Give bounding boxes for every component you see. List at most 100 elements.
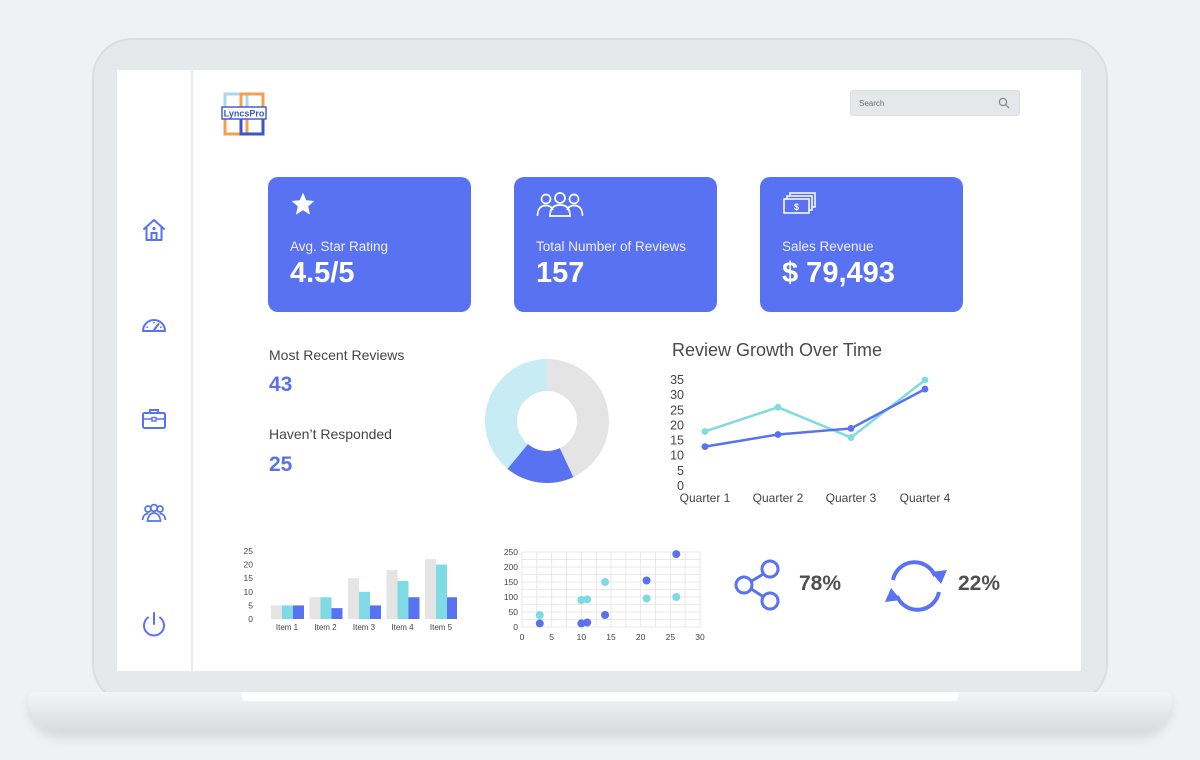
laptop-notch bbox=[242, 692, 958, 701]
bar-y-tick: 10 bbox=[244, 587, 254, 597]
money-icon: $ bbox=[783, 192, 816, 214]
bar-x-tick: Item 3 bbox=[353, 623, 376, 632]
logo-text: LyncsPro bbox=[224, 109, 265, 119]
search-icon[interactable] bbox=[998, 97, 1010, 109]
bar bbox=[320, 597, 332, 619]
card-total-reviews[interactable]: Total Number of Reviews 157 bbox=[514, 177, 717, 312]
scatter-y-tick: 250 bbox=[504, 547, 518, 557]
scatter-point bbox=[583, 595, 592, 604]
most-recent-reviews-label: Most Recent Reviews bbox=[269, 347, 405, 363]
bar bbox=[293, 605, 304, 619]
line-point bbox=[701, 428, 709, 435]
line-y-tick: 5 bbox=[677, 464, 684, 478]
bar bbox=[348, 578, 359, 619]
bar-x-tick: Item 1 bbox=[276, 623, 299, 632]
scatter-y-tick: 100 bbox=[504, 592, 518, 602]
line-y-tick: 10 bbox=[670, 449, 684, 463]
line-chart-title: Review Growth Over Time bbox=[672, 340, 883, 360]
donut-slice-3 bbox=[485, 359, 547, 469]
bar bbox=[370, 605, 381, 619]
card-star-rating[interactable]: Avg. Star Rating 4.5/5 bbox=[268, 177, 471, 312]
line-series-1 bbox=[704, 379, 926, 439]
bar-y-tick: 0 bbox=[248, 614, 253, 624]
bar-x-tick: Item 5 bbox=[430, 623, 453, 632]
bar-y-tick: 25 bbox=[244, 546, 254, 556]
scatter-y-tick: 50 bbox=[509, 607, 519, 617]
card-label: Sales Revenue bbox=[782, 239, 874, 254]
bar-y-tick: 20 bbox=[244, 560, 254, 570]
bar-x-tick: Item 2 bbox=[314, 623, 337, 632]
line-y-tick: 25 bbox=[670, 403, 684, 417]
line-point bbox=[701, 443, 709, 451]
search-box[interactable] bbox=[850, 90, 1020, 116]
scatter-point bbox=[535, 611, 544, 619]
line-point bbox=[774, 403, 782, 411]
scatter-point bbox=[601, 611, 610, 619]
sidebar-item-briefcase[interactable] bbox=[139, 404, 169, 434]
speedometer-icon bbox=[142, 319, 166, 332]
scatter-x-tick: 20 bbox=[636, 632, 646, 642]
most-recent-reviews-value: 43 bbox=[269, 373, 293, 396]
scatter-point bbox=[535, 619, 544, 628]
briefcase-icon bbox=[142, 409, 166, 429]
line-x-tick: Quarter 2 bbox=[753, 491, 804, 505]
home-icon bbox=[143, 219, 165, 241]
scatter-point bbox=[577, 619, 586, 628]
sidebar-item-home[interactable] bbox=[139, 215, 169, 245]
sidebar-divider bbox=[191, 70, 193, 671]
donut-slice-2 bbox=[507, 444, 574, 483]
svg-text:$: $ bbox=[794, 202, 799, 212]
line-series-2 bbox=[704, 387, 926, 448]
bar bbox=[408, 597, 420, 619]
bar-x-tick: Item 4 bbox=[391, 623, 414, 632]
scatter-y-tick: 200 bbox=[504, 562, 518, 572]
card-value: 4.5/5 bbox=[290, 257, 355, 289]
scatter-y-tick: 150 bbox=[504, 577, 518, 587]
scatter-x-tick: 25 bbox=[666, 632, 676, 642]
line-point bbox=[847, 434, 855, 441]
line-point bbox=[921, 385, 929, 393]
refresh-percentage: 22% bbox=[958, 572, 1001, 595]
scatter-x-tick: 10 bbox=[577, 632, 587, 642]
scatter-point bbox=[583, 618, 592, 627]
card-sales-revenue[interactable]: $ Sales Revenue $ 79,493 bbox=[760, 177, 963, 312]
bar bbox=[282, 605, 293, 619]
scatter-x-tick: 5 bbox=[549, 632, 554, 642]
bar bbox=[359, 591, 370, 619]
scatter-point bbox=[672, 550, 681, 559]
star-icon bbox=[291, 192, 315, 215]
line-y-tick: 20 bbox=[670, 418, 684, 432]
scatter-point bbox=[642, 594, 651, 603]
sidebar-item-dashboard[interactable] bbox=[139, 310, 169, 340]
line-point bbox=[847, 425, 855, 432]
bar-y-tick: 15 bbox=[244, 573, 254, 583]
scatter-x-tick: 30 bbox=[695, 632, 705, 642]
scatter-point bbox=[672, 593, 681, 601]
havent-responded-value: 25 bbox=[269, 453, 293, 476]
card-label: Total Number of Reviews bbox=[536, 239, 687, 254]
card-label: Avg. Star Rating bbox=[290, 239, 389, 254]
bar-y-tick: 5 bbox=[248, 600, 253, 610]
card-value: $ 79,493 bbox=[782, 257, 895, 289]
sidebar-item-power[interactable] bbox=[139, 610, 169, 640]
scatter-point bbox=[577, 596, 586, 604]
bar bbox=[386, 570, 398, 619]
sidebar-item-team[interactable] bbox=[139, 498, 169, 528]
line-y-tick: 35 bbox=[670, 373, 684, 387]
scatter-point bbox=[601, 578, 610, 586]
bar bbox=[436, 564, 447, 619]
scatter-x-tick: 0 bbox=[520, 632, 525, 642]
bar bbox=[309, 597, 321, 619]
scatter-point bbox=[642, 576, 651, 585]
donut-slice-1 bbox=[547, 359, 609, 478]
line-x-tick: Quarter 1 bbox=[680, 491, 731, 505]
line-point bbox=[921, 376, 929, 384]
bar bbox=[271, 605, 282, 619]
search-input[interactable] bbox=[859, 94, 989, 112]
line-x-tick: Quarter 4 bbox=[900, 491, 951, 505]
power-icon bbox=[143, 612, 165, 637]
users-icon bbox=[536, 192, 584, 217]
bar bbox=[425, 559, 436, 619]
line-y-tick: 0 bbox=[677, 479, 684, 493]
dashboard-screen: LyncsPro Avg. Star Rating 4.5/5 Total Nu… bbox=[117, 70, 1081, 671]
